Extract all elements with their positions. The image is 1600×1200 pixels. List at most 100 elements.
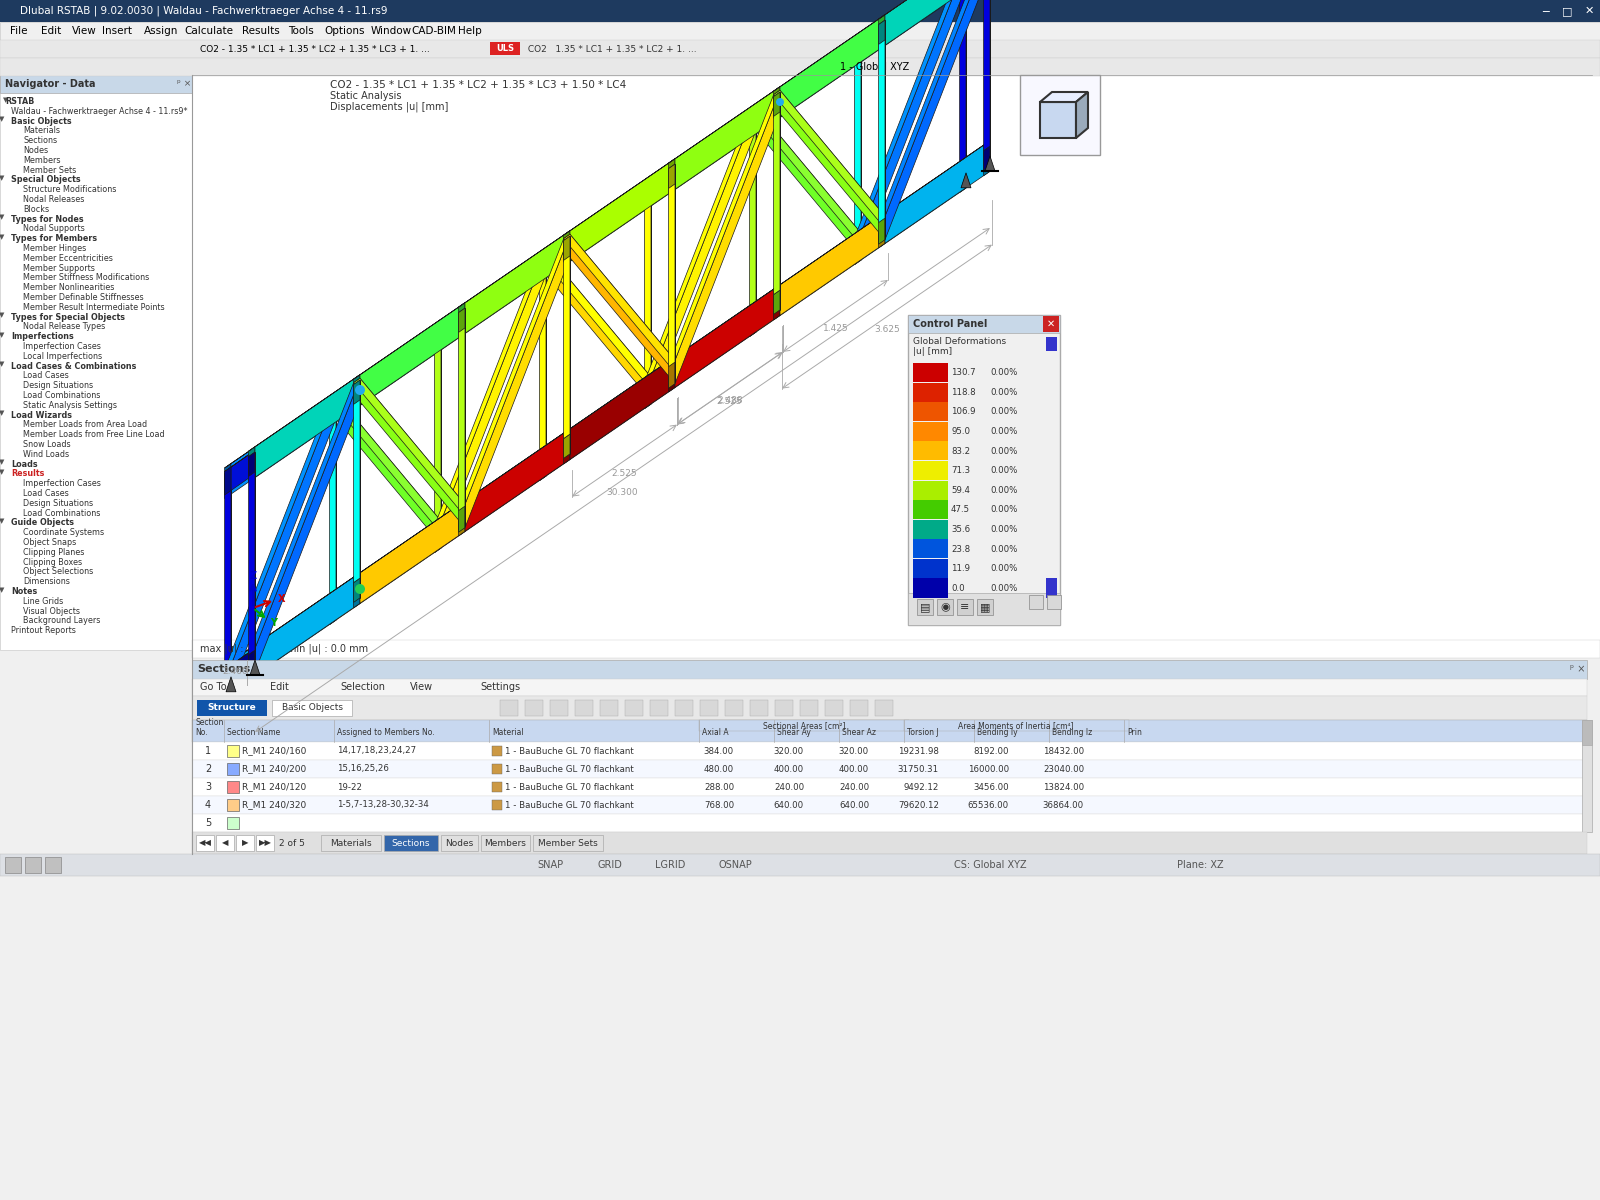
Polygon shape: [960, 0, 966, 167]
Polygon shape: [224, 450, 254, 472]
Polygon shape: [669, 158, 675, 193]
Polygon shape: [354, 374, 360, 409]
Text: Object Snaps: Object Snaps: [22, 538, 77, 547]
Polygon shape: [563, 356, 675, 433]
Polygon shape: [248, 446, 254, 481]
Polygon shape: [570, 234, 675, 384]
Text: Sections: Sections: [392, 839, 430, 847]
Bar: [440, 835, 478, 851]
Polygon shape: [960, 163, 966, 187]
Polygon shape: [254, 572, 360, 676]
Polygon shape: [669, 362, 675, 386]
Text: Printout Reports: Printout Reports: [11, 626, 75, 635]
Bar: [957, 599, 973, 614]
Polygon shape: [459, 500, 466, 535]
Polygon shape: [675, 86, 781, 190]
Text: Z: Z: [250, 571, 256, 581]
Polygon shape: [669, 356, 675, 391]
Polygon shape: [878, 212, 885, 247]
Polygon shape: [669, 360, 675, 388]
Text: Plane: XZ: Plane: XZ: [1176, 860, 1224, 870]
Polygon shape: [854, 235, 861, 259]
Polygon shape: [230, 589, 336, 692]
Text: 0.00%: 0.00%: [990, 446, 1018, 456]
Polygon shape: [563, 236, 570, 260]
Polygon shape: [669, 360, 675, 388]
Polygon shape: [669, 164, 675, 188]
Bar: [650, 700, 669, 716]
Polygon shape: [960, 161, 966, 188]
Polygon shape: [248, 650, 254, 674]
Polygon shape: [854, 0, 966, 238]
Polygon shape: [336, 517, 442, 620]
Polygon shape: [459, 504, 466, 532]
Polygon shape: [651, 103, 757, 206]
Polygon shape: [749, 307, 757, 331]
Polygon shape: [539, 253, 546, 455]
Polygon shape: [466, 230, 570, 334]
Bar: [574, 700, 594, 716]
Polygon shape: [330, 397, 336, 421]
Polygon shape: [675, 90, 781, 384]
Polygon shape: [224, 391, 336, 468]
Polygon shape: [645, 179, 651, 206]
Polygon shape: [442, 445, 546, 548]
Polygon shape: [749, 90, 781, 112]
Text: Load Cases & Combinations: Load Cases & Combinations: [11, 361, 136, 371]
Polygon shape: [459, 230, 570, 307]
Polygon shape: [854, 31, 861, 66]
Bar: [45, 857, 61, 874]
Polygon shape: [459, 306, 466, 334]
Text: 106.9: 106.9: [950, 408, 976, 416]
Text: 3.625: 3.625: [874, 324, 899, 334]
Polygon shape: [230, 648, 254, 689]
Text: Edit: Edit: [42, 26, 61, 36]
Polygon shape: [459, 504, 466, 532]
Bar: [909, 593, 1059, 625]
Bar: [195, 835, 214, 851]
Polygon shape: [781, 14, 885, 118]
Text: File: File: [10, 26, 27, 36]
Bar: [0, 854, 1600, 876]
Polygon shape: [354, 500, 466, 577]
Text: 8192.00: 8192.00: [973, 746, 1010, 756]
Polygon shape: [248, 452, 254, 654]
Polygon shape: [254, 378, 360, 672]
Text: Sectional Areas [cm²]: Sectional Areas [cm²]: [763, 721, 845, 730]
Text: ᵖ ×: ᵖ ×: [178, 79, 192, 89]
Bar: [256, 835, 274, 851]
Polygon shape: [878, 18, 885, 46]
Polygon shape: [749, 288, 781, 310]
Text: ▤: ▤: [920, 602, 930, 612]
Polygon shape: [774, 92, 781, 294]
Polygon shape: [354, 576, 360, 604]
Polygon shape: [330, 319, 442, 396]
Text: 11.9: 11.9: [950, 564, 970, 574]
Bar: [1582, 720, 1592, 832]
Text: 288.00: 288.00: [704, 782, 734, 792]
Bar: [914, 539, 947, 558]
Polygon shape: [435, 445, 546, 522]
Polygon shape: [563, 234, 675, 365]
Polygon shape: [354, 378, 360, 406]
Polygon shape: [878, 20, 885, 222]
Bar: [493, 764, 502, 774]
Polygon shape: [336, 319, 442, 422]
Text: Y: Y: [270, 618, 277, 628]
Bar: [1046, 578, 1058, 598]
Text: Object Selections: Object Selections: [22, 568, 93, 576]
Polygon shape: [435, 323, 442, 350]
Text: Design Situations: Design Situations: [22, 499, 93, 508]
Text: Edit: Edit: [270, 683, 290, 692]
Bar: [192, 660, 1587, 679]
Polygon shape: [669, 360, 675, 388]
Polygon shape: [354, 374, 360, 409]
Bar: [917, 599, 933, 614]
Text: 1 - BauBuche GL 70 flachkant: 1 - BauBuche GL 70 flachkant: [506, 764, 634, 774]
Bar: [699, 720, 909, 731]
Polygon shape: [539, 451, 546, 475]
Polygon shape: [435, 247, 546, 324]
Text: Imperfection Cases: Imperfection Cases: [22, 479, 101, 488]
Bar: [192, 832, 1587, 854]
Polygon shape: [645, 175, 651, 210]
